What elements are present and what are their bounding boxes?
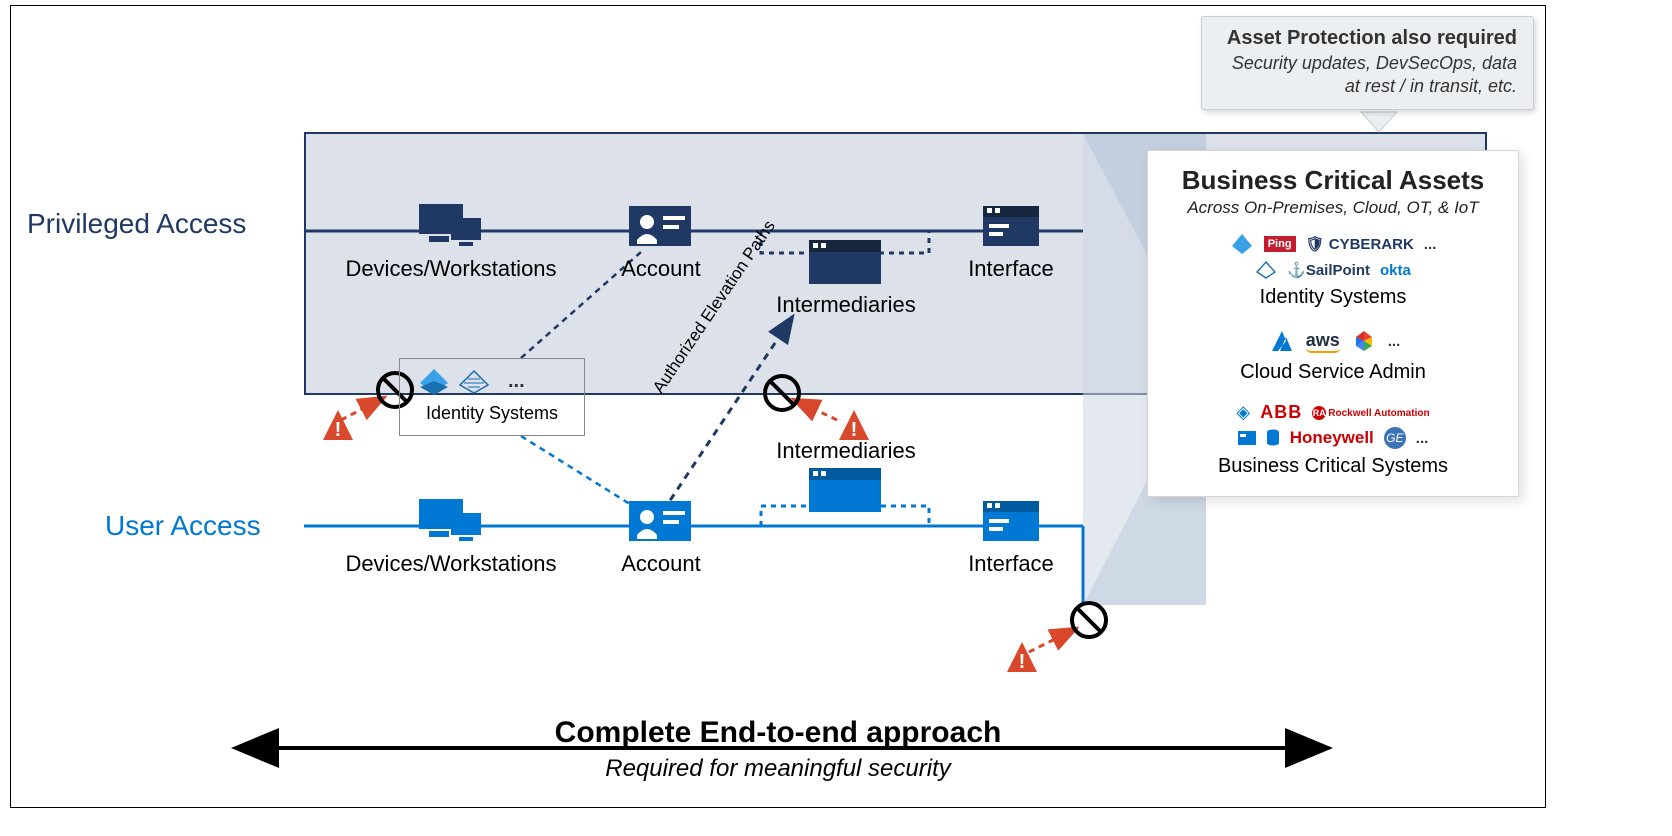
assets-caption-cloud: Cloud Service Admin: [1168, 361, 1498, 384]
user-devices-label: Devices/Workstations: [341, 551, 561, 577]
privileged-access-label: Privileged Access: [27, 208, 246, 240]
vendor-ge: GE: [1384, 427, 1406, 449]
user-access-label: User Access: [105, 510, 261, 542]
assets-title: Business Critical Assets: [1168, 165, 1498, 196]
vendor-row-bcs-1: ◈ ABB RARockwell Automation: [1168, 402, 1498, 423]
diamond-icon: ◈: [1236, 402, 1250, 423]
vendor-honeywell: Honeywell: [1290, 428, 1374, 448]
vendor-ellipsis-cloud: ...: [1388, 333, 1401, 350]
db-icon: [1266, 429, 1280, 447]
priv-account-label: Account: [611, 256, 711, 282]
vendor-row-identity-2: ⚓SailPoint okta: [1168, 260, 1498, 280]
assets-subtitle: Across On-Premises, Cloud, OT, & IoT: [1168, 198, 1498, 218]
vendor-ping: Ping: [1264, 236, 1296, 252]
vendor-cyberark: 🛡 CYBERARK: [1306, 235, 1414, 253]
priv-intermediaries-label: Intermediaries: [771, 292, 921, 318]
svg-text:!: !: [335, 419, 342, 441]
gcp-icon: [1350, 327, 1378, 355]
vendor-rockwell: RARockwell Automation: [1312, 406, 1429, 420]
vendor-row-bcs-2: Honeywell GE ...: [1168, 427, 1498, 449]
svg-text:...: ...: [508, 370, 525, 392]
vendor-ellipsis-bcs: ...: [1416, 430, 1429, 447]
card-icon: [1238, 430, 1256, 446]
user-intermediaries-label: Intermediaries: [771, 438, 921, 464]
assets-caption-bcs: Business Critical Systems: [1168, 455, 1498, 478]
callout-title: Asset Protection also required: [1218, 27, 1517, 50]
identity-systems-box-label: Identity Systems: [426, 403, 558, 423]
user-interface-label: Interface: [961, 551, 1061, 577]
vendor-abb: ABB: [1260, 402, 1302, 423]
identity-systems-box: ... Identity Systems: [399, 358, 585, 436]
footer-title: Complete End-to-end approach: [11, 716, 1545, 750]
vendor-okta: okta: [1380, 262, 1411, 279]
vendor-ellipsis-id: ...: [1424, 236, 1437, 253]
assets-panel: Business Critical Assets Across On-Premi…: [1147, 150, 1519, 497]
priv-devices-label: Devices/Workstations: [341, 256, 561, 282]
diagram-canvas: Privileged Access User Access: [10, 5, 1546, 808]
asset-protection-callout: Asset Protection also required Security …: [1201, 16, 1534, 110]
azure-icon: [1266, 327, 1296, 355]
assets-caption-identity: Identity Systems: [1168, 286, 1498, 309]
callout-sub: Security updates, DevSecOps, data at res…: [1218, 52, 1517, 99]
user-account-label: Account: [611, 551, 711, 577]
vendor-sailpoint: ⚓SailPoint: [1287, 261, 1370, 279]
footer-subtitle: Required for meaningful security: [11, 755, 1545, 783]
vendor-row-cloud: aws ...: [1168, 327, 1498, 355]
svg-text:!: !: [1019, 651, 1026, 673]
vendor-row-identity-1: Ping 🛡 CYBERARK ...: [1168, 232, 1498, 256]
vendor-aws: aws: [1306, 330, 1340, 353]
priv-interface-label: Interface: [961, 256, 1061, 282]
